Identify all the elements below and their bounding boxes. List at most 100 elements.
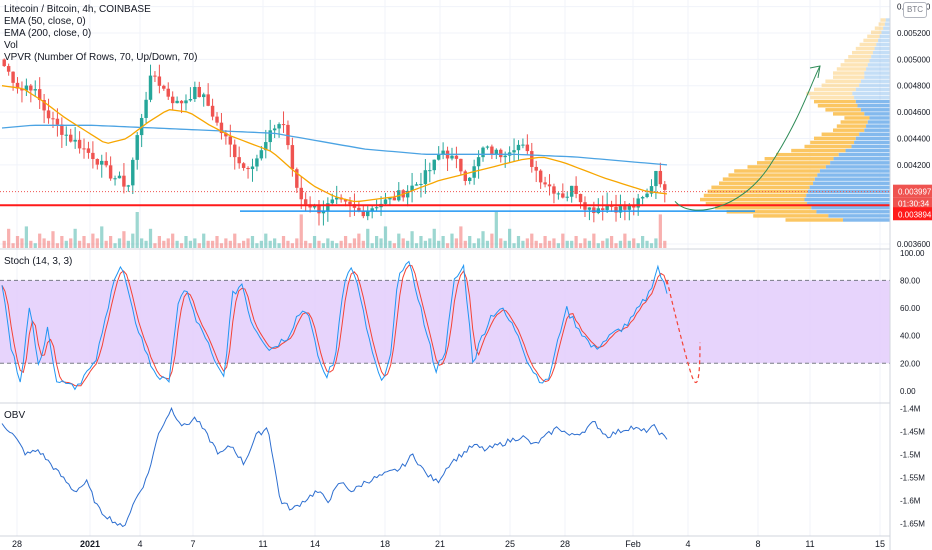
candle[interactable] bbox=[241, 162, 246, 171]
candle[interactable] bbox=[663, 181, 667, 203]
candle[interactable] bbox=[184, 94, 188, 111]
candle[interactable] bbox=[77, 131, 82, 154]
candle[interactable] bbox=[135, 132, 139, 170]
stoch-title[interactable]: Stoch (14, 3, 3) bbox=[4, 256, 73, 267]
candle[interactable] bbox=[605, 192, 609, 213]
candle[interactable] bbox=[565, 191, 569, 202]
candle[interactable] bbox=[237, 146, 241, 169]
candle[interactable] bbox=[264, 129, 268, 159]
candle[interactable] bbox=[2, 58, 6, 67]
candle[interactable] bbox=[210, 98, 215, 121]
candle[interactable] bbox=[454, 146, 459, 169]
candle[interactable] bbox=[490, 144, 494, 160]
candle[interactable] bbox=[82, 138, 86, 159]
candle[interactable] bbox=[224, 130, 228, 145]
candle[interactable] bbox=[574, 176, 578, 199]
candle[interactable] bbox=[126, 184, 131, 192]
candle[interactable] bbox=[215, 112, 219, 126]
candle[interactable] bbox=[516, 140, 521, 160]
candle[interactable] bbox=[37, 77, 42, 109]
candle[interactable] bbox=[295, 167, 299, 193]
candle[interactable] bbox=[317, 200, 321, 226]
candle[interactable] bbox=[255, 154, 259, 172]
candle[interactable] bbox=[326, 197, 330, 222]
candle[interactable] bbox=[321, 200, 326, 226]
candle[interactable] bbox=[543, 176, 547, 188]
stoch-d-line[interactable] bbox=[1, 264, 668, 387]
candle[interactable] bbox=[42, 93, 46, 124]
candle[interactable] bbox=[188, 87, 193, 102]
candle[interactable] bbox=[148, 64, 153, 103]
candle[interactable] bbox=[445, 146, 450, 172]
candle[interactable] bbox=[46, 98, 51, 124]
candle[interactable] bbox=[463, 169, 467, 186]
candle[interactable] bbox=[299, 176, 303, 210]
candle[interactable] bbox=[162, 84, 166, 91]
candle[interactable] bbox=[286, 120, 290, 150]
candle[interactable] bbox=[601, 195, 605, 221]
candle[interactable] bbox=[383, 192, 388, 206]
candle[interactable] bbox=[69, 128, 73, 143]
candle[interactable] bbox=[104, 152, 108, 168]
candle[interactable] bbox=[6, 63, 11, 76]
candle[interactable] bbox=[645, 188, 649, 199]
obv-title[interactable]: OBV bbox=[4, 410, 26, 421]
candle[interactable] bbox=[556, 192, 561, 200]
candle[interactable] bbox=[658, 162, 663, 188]
candle[interactable] bbox=[170, 91, 175, 110]
candle[interactable] bbox=[268, 119, 272, 152]
candle[interactable] bbox=[122, 163, 126, 194]
stoch-k-line[interactable] bbox=[1, 260, 668, 391]
candle[interactable] bbox=[419, 172, 423, 198]
candle[interactable] bbox=[578, 193, 583, 209]
candle[interactable] bbox=[632, 197, 636, 216]
candle[interactable] bbox=[499, 148, 503, 163]
candle[interactable] bbox=[233, 139, 237, 170]
candle[interactable] bbox=[117, 171, 122, 179]
candle[interactable] bbox=[246, 166, 250, 179]
candle[interactable] bbox=[512, 138, 516, 162]
candle[interactable] bbox=[197, 81, 201, 98]
candle[interactable] bbox=[538, 169, 543, 189]
indicator-vpvr[interactable]: VPVR (Number Of Rows, 70, Up/Down, 70) bbox=[4, 52, 198, 63]
candle[interactable] bbox=[95, 158, 100, 170]
candle[interactable] bbox=[108, 156, 113, 181]
candle[interactable] bbox=[569, 185, 574, 203]
indicator-ema200[interactable]: EMA (200, close, 0) bbox=[4, 28, 92, 39]
candle[interactable] bbox=[618, 194, 623, 219]
candle[interactable] bbox=[614, 194, 618, 222]
candle[interactable] bbox=[86, 141, 91, 159]
candle[interactable] bbox=[428, 162, 432, 183]
candle[interactable] bbox=[587, 207, 592, 221]
candle[interactable] bbox=[561, 183, 565, 199]
candle[interactable] bbox=[166, 82, 170, 100]
candle[interactable] bbox=[547, 174, 552, 196]
stoch-projection[interactable] bbox=[666, 280, 701, 384]
candle[interactable] bbox=[219, 112, 224, 140]
candle[interactable] bbox=[441, 142, 445, 160]
candle[interactable] bbox=[432, 159, 436, 175]
candle[interactable] bbox=[366, 205, 370, 221]
obv-line[interactable] bbox=[1, 406, 668, 528]
candle[interactable] bbox=[175, 96, 179, 104]
indicator-vol[interactable]: Vol bbox=[4, 40, 18, 51]
candle[interactable] bbox=[335, 185, 339, 205]
candle[interactable] bbox=[202, 92, 206, 107]
price-pane[interactable] bbox=[0, 18, 890, 248]
candle[interactable] bbox=[153, 71, 157, 82]
candle[interactable] bbox=[640, 195, 645, 205]
candle[interactable] bbox=[250, 158, 255, 182]
obv-pane[interactable] bbox=[1, 406, 668, 528]
candle[interactable] bbox=[609, 200, 614, 212]
candle[interactable] bbox=[303, 192, 308, 212]
candle[interactable] bbox=[405, 185, 410, 207]
candle[interactable] bbox=[64, 126, 68, 146]
candle[interactable] bbox=[277, 122, 281, 138]
candle[interactable] bbox=[144, 91, 148, 124]
candle[interactable] bbox=[113, 175, 117, 186]
candle[interactable] bbox=[15, 77, 20, 94]
stoch-pane[interactable] bbox=[0, 260, 890, 391]
indicator-ema50[interactable]: EMA (50, close, 0) bbox=[4, 16, 86, 27]
candle[interactable] bbox=[423, 159, 428, 194]
candle[interactable] bbox=[361, 205, 366, 219]
